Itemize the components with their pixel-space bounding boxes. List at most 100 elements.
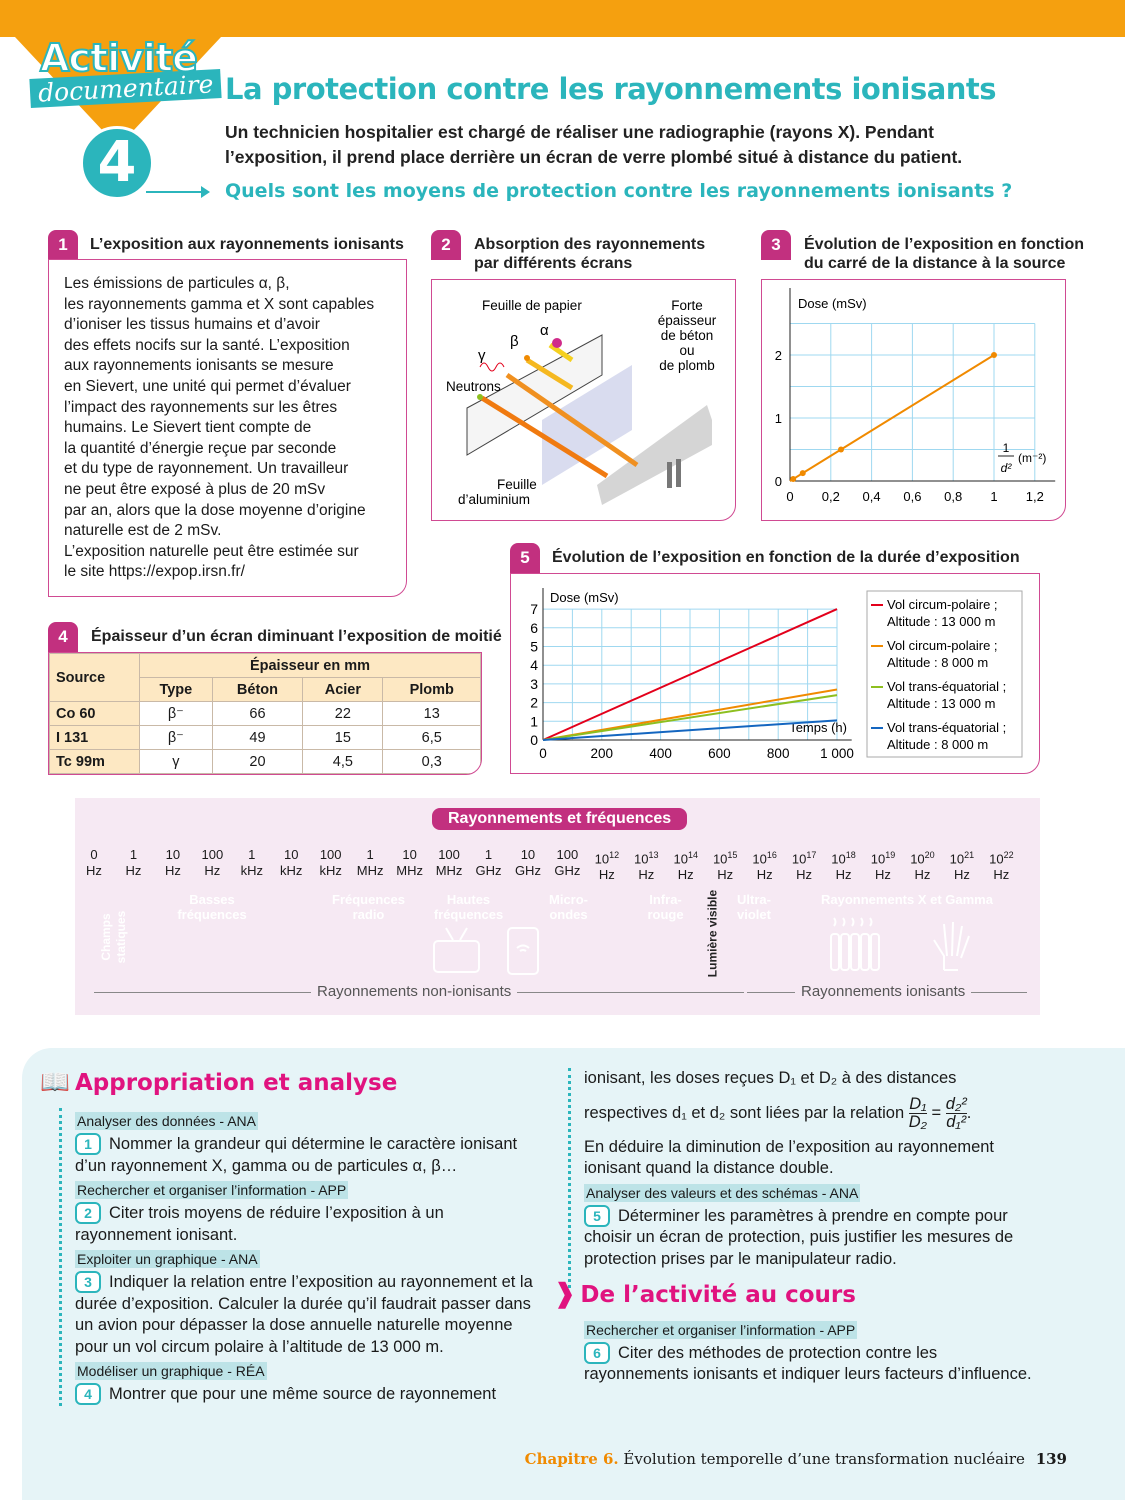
table-cell: 4,5 bbox=[302, 749, 384, 774]
y-tick-label: 4 bbox=[530, 657, 538, 673]
doc1-line: l’impact des rayonnements sur les êtres bbox=[64, 398, 338, 416]
band-visible-label: Lumière visible bbox=[705, 889, 720, 978]
page-title: La protection contre les rayonnements io… bbox=[225, 72, 997, 106]
frequency-tick: 1 GHz bbox=[469, 847, 509, 879]
tick-unit: MHz bbox=[396, 863, 423, 878]
tick-unit: Hz bbox=[677, 867, 694, 883]
tick-unit: Hz bbox=[717, 867, 734, 883]
y-tick-label: 7 bbox=[530, 601, 538, 617]
doc1-line: aux rayonnements ionisants se mesure bbox=[64, 357, 334, 375]
band-hf-label: Hautes fréquences bbox=[421, 892, 516, 922]
uv-l1: Ultra- bbox=[737, 892, 771, 907]
question-text: Citer trois moyens de réduire l’expositi… bbox=[75, 1204, 444, 1244]
x-tick-label: 0,2 bbox=[822, 489, 840, 504]
doc5-title: Évolution de l’exposition en fonction de… bbox=[552, 549, 1020, 566]
tick-exponent: 21 bbox=[964, 850, 975, 860]
xg-label: Rayonnements X et Gamma bbox=[821, 892, 993, 907]
doc1-text: Les émissions de particules α, β, les ray… bbox=[64, 274, 374, 583]
micro-l2: ondes bbox=[549, 907, 588, 922]
label-beta: β bbox=[510, 333, 519, 350]
series-line bbox=[542, 608, 838, 741]
dotted-rule bbox=[568, 1068, 571, 1288]
intro-text: Un technicien hospitalier est chargé de … bbox=[225, 122, 963, 167]
frequency-tick: 10 MHz bbox=[390, 847, 430, 879]
tick-exponent: 20 bbox=[924, 850, 935, 860]
x-tick-label: 0,8 bbox=[944, 489, 962, 504]
tick-value: 1 bbox=[484, 847, 493, 862]
question-number: 4 bbox=[75, 1383, 101, 1405]
y-tick-label: 0 bbox=[775, 474, 782, 489]
micro-l1: Micro- bbox=[549, 892, 588, 907]
x-tick-label: 1,2 bbox=[1026, 489, 1044, 504]
tick-value: 10 bbox=[831, 851, 846, 867]
x-tick-label: 200 bbox=[591, 746, 614, 761]
skill-tag: Rechercher et organiser l’information - … bbox=[584, 1320, 858, 1339]
frequency-tick: 1014 Hz bbox=[666, 847, 706, 883]
tick-unit: GHz bbox=[514, 863, 541, 878]
tick-unit: Hz bbox=[875, 867, 891, 883]
dose-vs-time-chart: 0 200 400 600 800 1 000 0 1 2 3 4 5 6 7 Dose (mSv) Temp… bbox=[530, 588, 1023, 761]
tick-value: 10 bbox=[520, 847, 536, 862]
tick-value: 10 bbox=[712, 851, 728, 867]
absorption-diagram: Feuille de papier α β γ Neutrons Feuille… bbox=[446, 298, 717, 507]
x-tick-label: 0 bbox=[539, 746, 547, 761]
legend-label: Altitude : 13 000 m bbox=[887, 614, 995, 629]
question-4-relation: respectives d₁ et d₂ sont liées par la r… bbox=[584, 1094, 972, 1131]
frequency-tick: 100 MHz bbox=[429, 847, 469, 879]
tick-value: 10 bbox=[673, 851, 688, 867]
table-cell: 49 bbox=[211, 725, 304, 750]
appropriation-heading: 📖 Appropriation et analyse bbox=[40, 1068, 397, 1096]
x-axis-label: Temps (h) bbox=[789, 720, 847, 735]
frequency-tick: 0 Hz bbox=[74, 847, 114, 879]
y-tick-label: 1 bbox=[775, 411, 782, 426]
tv-phone-icons bbox=[433, 927, 539, 975]
label-neutrons: Neutrons bbox=[446, 379, 501, 394]
table-cell: β⁻ bbox=[139, 725, 213, 750]
label-concrete-line: ou bbox=[679, 343, 694, 358]
data-point bbox=[838, 446, 844, 453]
band-radio-label: Fréquences radio bbox=[321, 892, 416, 922]
tick-unit: Hz bbox=[914, 867, 931, 883]
y-tick-label: 5 bbox=[530, 639, 538, 655]
table-row: Tc 99m γ 20 4,5 0,3 bbox=[49, 749, 481, 774]
label-alpha: α bbox=[540, 322, 549, 339]
tick-unit: Hz bbox=[125, 863, 142, 878]
legend-label: Vol trans-équatorial ; bbox=[887, 679, 1006, 694]
legend-label: Vol circum-polaire ; bbox=[887, 638, 998, 653]
frequency-tick: 1012 Hz bbox=[587, 847, 627, 883]
table-cell: 13 bbox=[382, 701, 481, 726]
legend bbox=[866, 590, 1023, 758]
x-tick-label: 1 000 bbox=[820, 746, 854, 761]
question-6: 6 Citer des méthodes de protection contre… bbox=[584, 1341, 1044, 1386]
tick-value: 10 bbox=[910, 851, 925, 867]
y-tick-label: 2 bbox=[530, 695, 538, 711]
page-footer: Chapitre 6. Évolution temporelle d’une t… bbox=[525, 1450, 1067, 1468]
radiator-hand-icons bbox=[830, 917, 970, 971]
spectrum-title: Rayonnements et fréquences bbox=[432, 808, 688, 830]
frequency-tick: 1013 Hz bbox=[626, 847, 666, 883]
appropriation-title: Appropriation et analyse bbox=[74, 1070, 398, 1096]
tick-value: 1 bbox=[366, 847, 374, 862]
question-text: Indiquer la relation entre l’exposition … bbox=[75, 1273, 533, 1356]
radio-l2: radio bbox=[352, 907, 385, 922]
question-number: 3 bbox=[75, 1271, 101, 1293]
book-icon: 📖 bbox=[40, 1068, 70, 1096]
question-3: 3 Indiquer la relation entre l’exposition… bbox=[75, 1271, 537, 1358]
band-static: Champs statiques bbox=[94, 886, 133, 978]
question-number: 5 bbox=[584, 1204, 610, 1227]
doc2-title-line1: Absorption des rayonnements bbox=[474, 236, 706, 253]
x-axis-unit: (m⁻²) bbox=[1018, 451, 1046, 465]
doc1-box: Les émissions de particules α, β, les ray… bbox=[48, 259, 407, 597]
doc3-badge: 3 bbox=[761, 230, 791, 260]
question-text: Montrer que pour une même source de rayo… bbox=[109, 1385, 497, 1403]
doc2-box: Feuille de papier α β γ Neutrons Feuille… bbox=[431, 279, 736, 521]
table-row: Co 60 β⁻ 66 22 13 bbox=[49, 701, 481, 726]
tick-value: 0 bbox=[90, 847, 98, 862]
tick-unit: kHz bbox=[319, 863, 342, 878]
table-cell: 20 bbox=[211, 749, 304, 774]
skill-tag: Modéliser un graphique - RÉA bbox=[75, 1362, 267, 1380]
tick-exponent: 14 bbox=[687, 850, 698, 860]
label-paper: Feuille de papier bbox=[482, 298, 582, 313]
question-4: 4 Montrer que pour une même source de ray… bbox=[75, 1383, 537, 1406]
tick-value: 10 bbox=[870, 851, 886, 867]
